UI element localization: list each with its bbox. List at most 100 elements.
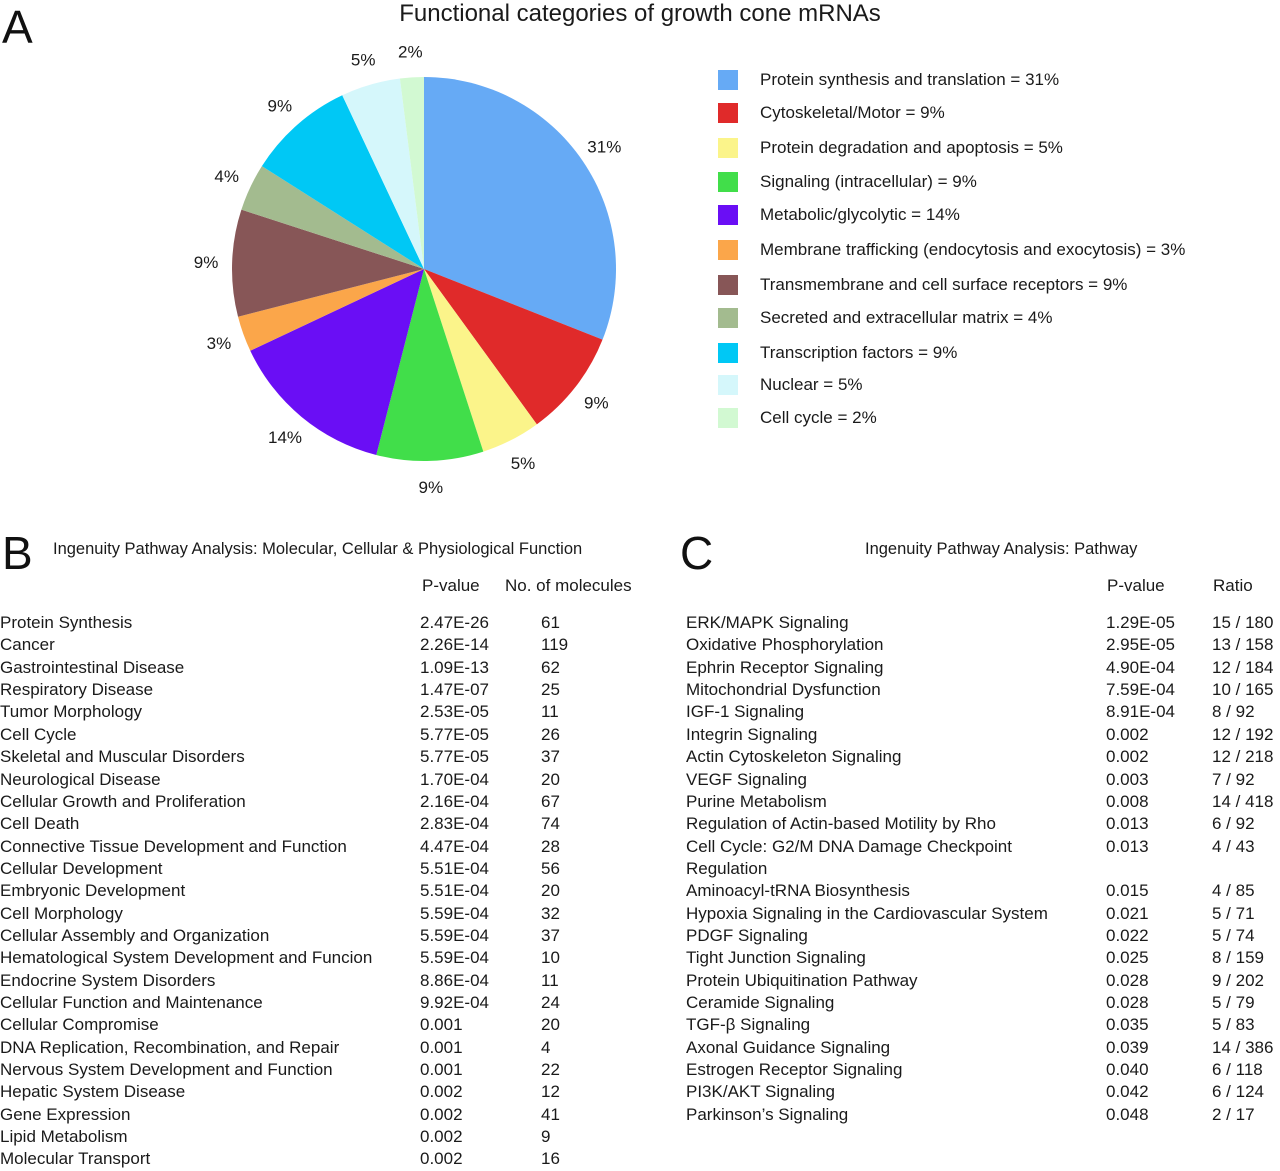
pie-slice-label-7: 4%	[214, 167, 239, 186]
table-c-name-cell: Estrogen Receptor Signaling	[686, 1060, 903, 1079]
table-b-row: Protein Synthesis 2.47E-26 61	[0, 613, 660, 635]
table-c-row: Purine Metabolism 0.008 14 / 418	[686, 792, 1280, 814]
table-c-name-cell: ERK/MAPK Signaling	[686, 613, 849, 632]
table-c-name-cell: Hypoxia Signaling in the Cardiovascular …	[686, 903, 1048, 923]
table-b-pvalue-cell: 2.53E-05	[420, 702, 489, 722]
table-c-value-cell: 6 / 118	[1212, 1060, 1263, 1079]
table-c-pvalue-cell: 0.002	[1106, 747, 1149, 767]
legend-swatch	[718, 103, 738, 123]
table-b-row: Nervous System Development and Function 0…	[0, 1060, 660, 1082]
legend-item-2: Protein degradation and apoptosis = 5%	[718, 136, 1063, 160]
table-c-row: TGF-β Signaling 0.035 5 / 83	[686, 1015, 1280, 1037]
pie-slice-label-3: 9%	[419, 478, 444, 497]
table-c-value-cell: 14 / 386	[1212, 1037, 1274, 1057]
table-b-name-cell: Gastrointestinal Disease	[0, 657, 185, 677]
table-b-row: Lipid Metabolism 0.002 9	[0, 1127, 660, 1149]
table-c-name-cell: Regulation of Actin-based Motility by Rh…	[686, 814, 996, 834]
table-b-name-cell: Nervous System Development and Function	[0, 1060, 333, 1079]
table-b-value-cell: 20	[541, 1015, 560, 1035]
table-c-pvalue-cell: 0.040	[1106, 1060, 1149, 1079]
legend-swatch	[718, 138, 738, 158]
legend-item-10: Cell cycle = 2%	[718, 406, 877, 430]
table-c-value-cell: 12 / 192	[1212, 724, 1274, 744]
legend-item-8: Transcription factors = 9%	[718, 341, 957, 365]
table-b-pvalue-cell: 9.92E-04	[420, 993, 489, 1012]
table-c-name-cell: Integrin Signaling	[686, 724, 818, 744]
table-b-row: Cellular Assembly and Organization 5.59E-…	[0, 926, 660, 948]
legend-label: Secreted and extracellular matrix = 4%	[760, 308, 1053, 327]
table-c-pvalue-cell: 0.002	[1106, 724, 1149, 744]
pie-slice-label-1: 9%	[584, 394, 609, 413]
table-c-row: Oxidative Phosphorylation 2.95E-05 13 / 15…	[686, 635, 1280, 657]
table-b-name-cell: Respiratory Disease	[0, 680, 154, 700]
table-c-row: PI3K/AKT Signaling 0.042 6 / 124	[686, 1082, 1280, 1104]
table-c-row: Regulation	[686, 859, 1280, 881]
pie-slice-label-2: 5%	[511, 454, 536, 473]
table-c-name-cell: Regulation	[686, 858, 768, 878]
table-c-row: Cell Cycle: G2/M DNA Damage Checkpoint 0.…	[686, 837, 1280, 859]
table-c-name-cell: Ceramide Signaling	[686, 993, 835, 1012]
table-b-pvalue-cell: 1.47E-07	[420, 680, 489, 700]
table-c-name-cell: Parkinson’s Signaling	[686, 1104, 849, 1124]
legend-label: Cell cycle = 2%	[760, 408, 877, 427]
legend-swatch	[718, 375, 738, 395]
table-c-pvalue-cell: 0.035	[1106, 1015, 1149, 1035]
legend-item-5: Membrane trafficking (endocytosis and ex…	[718, 238, 1185, 262]
pie-slice-7	[241, 166, 424, 269]
table-c-pvalue-cell: 7.59E-04	[1106, 680, 1175, 700]
pie-slice-5	[238, 269, 424, 351]
table-c-pvalue-cell: 0.028	[1106, 993, 1149, 1012]
table-b-header-pvalue: P-value	[422, 576, 480, 595]
table-b-value-cell: 12	[541, 1082, 560, 1102]
legend-label: Protein degradation and apoptosis = 5%	[760, 138, 1063, 157]
legend-swatch	[718, 172, 738, 192]
table-b-value-cell: 28	[541, 836, 560, 856]
table-c-row: Parkinson’s Signaling 0.048 2 / 17	[686, 1105, 1280, 1127]
table-b-pvalue-cell: 5.51E-04	[420, 858, 489, 878]
table-c-header-pvalue: P-value	[1107, 576, 1165, 595]
table-b-pvalue-cell: 8.86E-04	[420, 970, 489, 990]
table-b-row: Cancer 2.26E-14 119	[0, 635, 660, 657]
table-b-row: DNA Replication, Recombination, and Repa…	[0, 1038, 660, 1060]
legend-item-7: Secreted and extracellular matrix = 4%	[718, 306, 1052, 330]
table-b-value-cell: 20	[541, 769, 560, 789]
pie-slice-1	[424, 269, 603, 425]
table-c-row: Protein Ubiquitination Pathway 0.028 9 / 2…	[686, 971, 1280, 993]
table-b-row: Cellular Development 5.51E-04 56	[0, 859, 660, 881]
table-c-pvalue-cell: 0.003	[1106, 769, 1149, 789]
table-b-value-cell: 62	[541, 657, 560, 677]
table-c-row: Axonal Guidance Signaling 0.039 14 / 386	[686, 1038, 1280, 1060]
table-c-pvalue-cell: 2.95E-05	[1106, 635, 1175, 655]
pie-chart: 31% 9% 5% 9% 14% 3% 9% 4% 9% 5% 2%	[194, 42, 622, 497]
table-b-value-cell: 20	[541, 881, 560, 901]
table-b-pvalue-cell: 5.77E-05	[420, 747, 489, 767]
table-b-row: Endocrine System Disorders 8.86E-04 11	[0, 971, 660, 993]
table-b-row: Cell Death 2.83E-04 74	[0, 814, 660, 836]
table-b-name-cell: Protein Synthesis	[0, 613, 133, 632]
table-c-pvalue-cell: 0.048	[1106, 1104, 1149, 1124]
table-b-pvalue-cell: 1.09E-13	[420, 657, 489, 677]
table-b-row: Embryonic Development 5.51E-04 20	[0, 881, 660, 903]
table-c-row: Regulation of Actin-based Motility by Rh…	[686, 814, 1280, 836]
legend-label: Signaling (intracellular) = 9%	[760, 172, 977, 191]
legend-item-9: Nuclear = 5%	[718, 373, 863, 397]
table-b-row: Connective Tissue Development and Functi…	[0, 837, 660, 859]
table-c-value-cell: 14 / 418	[1212, 791, 1274, 811]
table-c-pvalue-cell: 4.90E-04	[1106, 657, 1175, 677]
table-c-value-cell: 6 / 124	[1212, 1082, 1264, 1102]
table-b-name-cell: Cell Cycle	[0, 724, 77, 744]
table-b-row: Hematological System Development and Fun…	[0, 948, 660, 970]
table-b-pvalue-cell: 4.47E-04	[420, 836, 489, 856]
legend-item-6: Transmembrane and cell surface receptors…	[718, 273, 1127, 297]
table-c-name-cell: Axonal Guidance Signaling	[686, 1037, 891, 1057]
table-c-value-cell: 8 / 92	[1212, 702, 1255, 722]
legend-swatch	[718, 70, 738, 90]
pie-slice-2	[424, 269, 537, 452]
table-b-pvalue-cell: 5.59E-04	[420, 903, 489, 923]
pie-slice-label-10: 2%	[398, 42, 423, 61]
table-b-name-cell: Cellular Function and Maintenance	[0, 993, 263, 1012]
pie-chart-title: Functional categories of growth cone mRN…	[399, 0, 881, 27]
table-b-row: Cell Cycle 5.77E-05 26	[0, 725, 660, 747]
table-c-name-cell: Ephrin Receptor Signaling	[686, 657, 884, 677]
legend-swatch	[718, 205, 738, 225]
